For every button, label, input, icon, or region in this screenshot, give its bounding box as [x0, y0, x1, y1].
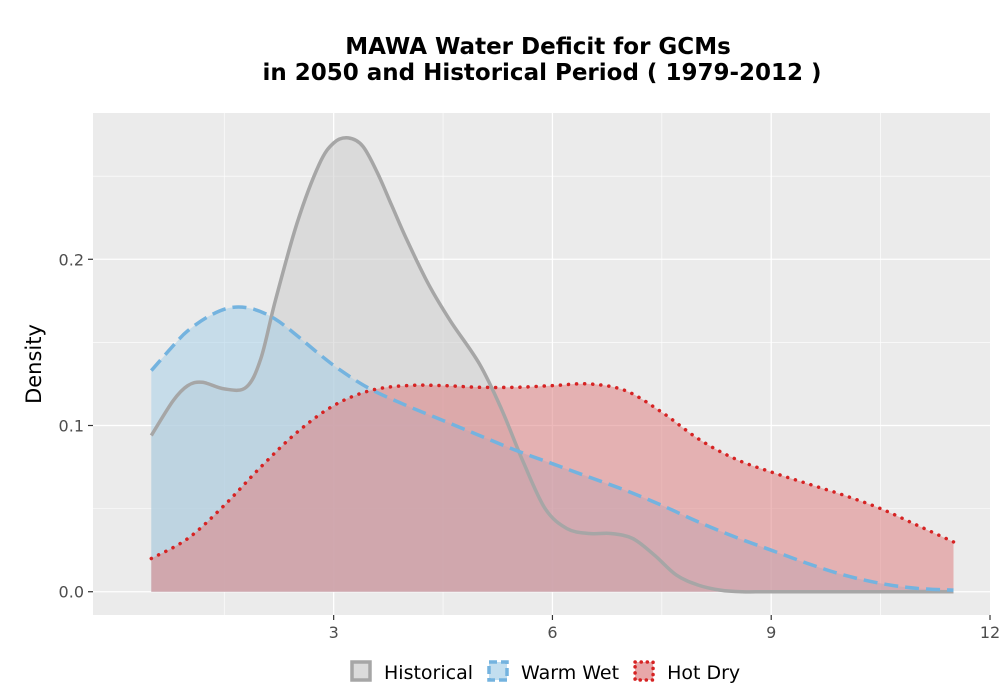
- density-lines: [149, 136, 956, 594]
- density-areas: [151, 137, 954, 592]
- legend-label-warm-wet: Warm Wet: [521, 662, 619, 684]
- chart-title-line-1: MAWA Water Deficit for GCMs: [345, 34, 731, 60]
- historical-density-line: [149, 136, 954, 594]
- legend-swatch-warm-wet: [487, 660, 509, 682]
- legend-swatch-historical: [350, 660, 372, 682]
- y-tick-label: 0.1: [59, 417, 84, 436]
- warm-wet-density-line: [150, 305, 954, 592]
- legend: Historical Warm Wet Hot Dry: [350, 660, 740, 684]
- y-axis-title: Density: [22, 324, 46, 404]
- legend-swatch-hot-dry: [633, 660, 655, 682]
- x-axis-ticks: 3 6 9 12: [329, 615, 1000, 642]
- x-tick-label: 6: [547, 623, 557, 642]
- y-tick-label: 0.2: [59, 250, 84, 269]
- x-tick-label: 3: [329, 623, 339, 642]
- hot-dry-density-area: [151, 383, 954, 592]
- legend-key-hot-dry: Hot Dry: [633, 660, 740, 684]
- x-tick-label: 12: [980, 623, 1000, 642]
- legend-label-hot-dry: Hot Dry: [667, 662, 740, 684]
- x-tick-label: 9: [766, 623, 776, 642]
- legend-key-warm-wet: Warm Wet: [487, 660, 619, 684]
- y-axis-ticks: 0.0 0.1 0.2: [59, 250, 93, 602]
- hot-dry-density-line: [149, 381, 956, 561]
- legend-label-historical: Historical: [384, 662, 473, 684]
- legend-key-historical: Historical: [350, 660, 473, 684]
- chart-title-line-2: in 2050 and Historical Period ( 1979-201…: [262, 60, 821, 86]
- y-tick-label: 0.0: [59, 583, 84, 602]
